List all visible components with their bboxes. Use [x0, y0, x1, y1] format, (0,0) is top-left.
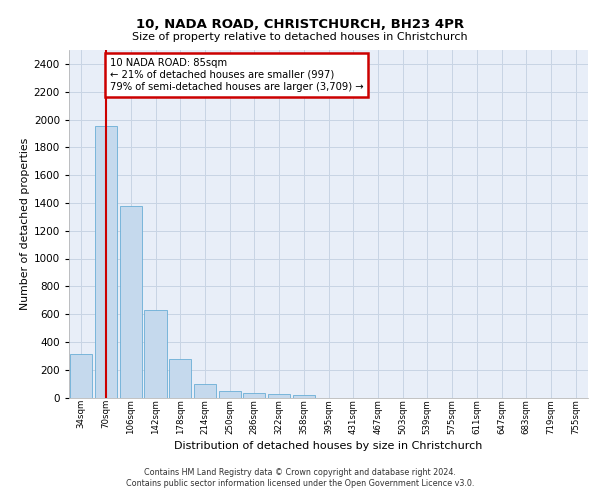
Text: Contains HM Land Registry data © Crown copyright and database right 2024.
Contai: Contains HM Land Registry data © Crown c…	[126, 468, 474, 487]
Text: 10 NADA ROAD: 85sqm
← 21% of detached houses are smaller (997)
79% of semi-detac: 10 NADA ROAD: 85sqm ← 21% of detached ho…	[110, 58, 364, 92]
Y-axis label: Number of detached properties: Number of detached properties	[20, 138, 29, 310]
X-axis label: Distribution of detached houses by size in Christchurch: Distribution of detached houses by size …	[175, 440, 482, 450]
Text: 10, NADA ROAD, CHRISTCHURCH, BH23 4PR: 10, NADA ROAD, CHRISTCHURCH, BH23 4PR	[136, 18, 464, 30]
Bar	[119, 206, 142, 398]
Bar	[268, 394, 290, 398]
Bar	[169, 360, 191, 398]
Bar	[70, 354, 92, 398]
Text: Size of property relative to detached houses in Christchurch: Size of property relative to detached ho…	[132, 32, 468, 42]
Bar	[293, 394, 315, 398]
Bar	[194, 384, 216, 398]
Bar	[95, 126, 117, 398]
Bar	[218, 391, 241, 398]
Bar	[243, 394, 265, 398]
Bar	[145, 310, 167, 398]
